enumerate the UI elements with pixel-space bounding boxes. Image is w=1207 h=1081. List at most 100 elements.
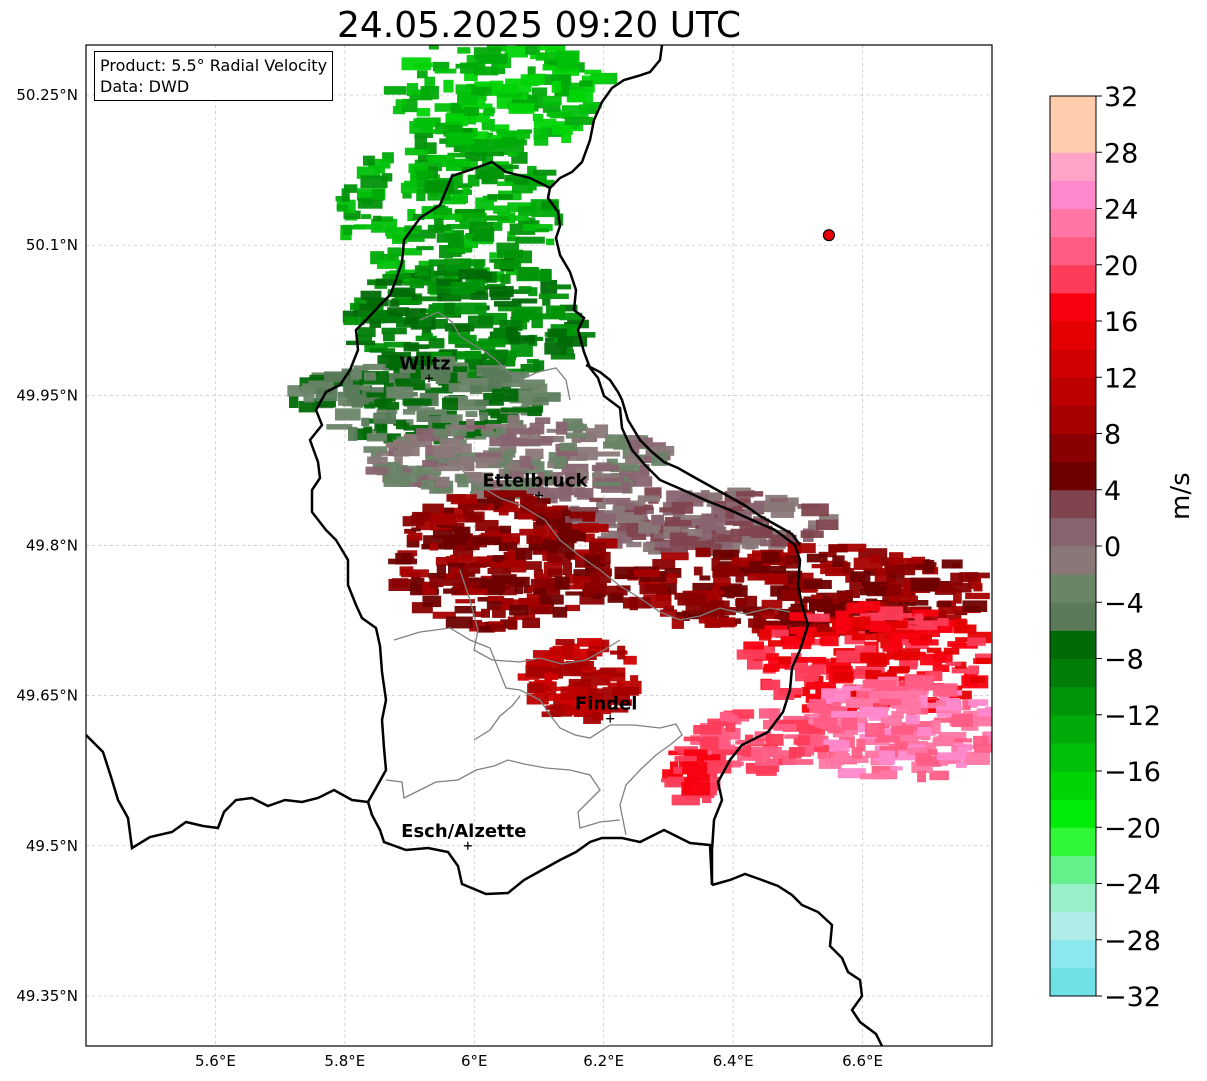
echo-cell [564,472,588,484]
echo-cell [930,720,941,735]
echo-cell [892,686,910,693]
echo-cell [965,592,990,600]
echo-cell [801,503,829,517]
echo-cell [392,235,408,244]
echo-cell [547,568,563,577]
echo-cell [531,209,561,218]
echo-cell [680,494,709,503]
echo-cell [758,708,778,719]
echo-cell [932,683,958,697]
echo-cell [797,745,815,756]
echo-cell [953,589,962,604]
echo-cell [515,236,545,244]
echo-cell [968,699,989,706]
echo-cell [858,548,888,559]
echo-cell [698,615,711,624]
echo-cell [592,473,620,478]
echo-cell [534,577,564,586]
echo-cell [402,398,432,406]
echo-cell [475,166,505,180]
echo-cell [506,358,516,366]
echo-cell [761,599,783,609]
echo-cell [500,274,511,284]
echo-cell [458,302,487,315]
echo-cell [336,204,349,212]
echo-cell [594,424,609,439]
echo-cell [859,612,885,622]
echo-cell [807,703,825,709]
echo-cell [845,698,873,709]
echo-cell [511,298,538,304]
echo-cell [789,747,805,756]
colorbar-swatch [1050,855,1096,884]
echo-cell [475,151,504,157]
echo-cell [549,529,561,541]
echo-cell [788,543,816,554]
echo-cell [497,181,514,186]
echo-cell [545,305,566,318]
echo-cell [428,156,446,163]
echo-cell [596,674,611,679]
echo-cell [483,490,509,498]
echo-cell [758,620,780,627]
echo-cell [567,92,586,103]
echo-cell [951,713,973,728]
echo-cell [543,470,553,485]
echo-cell [927,748,938,755]
echo-cell [516,267,540,282]
echo-cell [873,599,903,611]
echo-cell [520,74,545,85]
echo-cell [525,479,554,486]
echo-cell [691,519,716,524]
echo-cell [571,648,596,656]
echo-cell [844,755,869,763]
echo-cell [475,290,486,296]
echo-cell [518,483,539,489]
echo-cell [428,259,448,267]
echo-cell [835,610,849,622]
echo-cell [499,525,512,537]
echo-cell [406,83,419,97]
echo-cell [674,756,702,762]
echo-cell [448,383,471,393]
colorbar-swatch [1050,433,1096,463]
echo-cell [533,127,549,140]
colorbar-tick-label: −4 [1104,588,1144,619]
echo-cell [797,735,811,746]
echo-cell [633,510,643,515]
colorbar-swatch [1050,489,1096,519]
echo-cell [910,747,929,753]
echo-cell [408,163,428,174]
echo-cell [889,666,910,673]
city-marker [535,491,543,500]
echo-cell [533,521,544,536]
echo-cell [661,778,683,783]
echo-cell [712,721,731,727]
echo-cell [747,553,775,565]
echo-cell [464,72,478,82]
echo-cell [401,57,431,71]
echo-cell [531,315,543,329]
echo-cell [880,770,897,779]
colorbar-swatch [1050,124,1096,153]
echo-cell [681,781,711,796]
echo-cell [476,458,504,463]
echo-cell [477,367,487,374]
echo-cell [407,532,423,541]
echo-cell [403,319,419,325]
echo-cell [525,658,544,667]
echo-cell [394,293,423,305]
echo-cell [414,296,442,302]
echo-cell [542,293,551,306]
echo-cell [446,375,465,385]
echo-cell [493,205,511,214]
echo-cell [891,725,914,735]
echo-cell [299,386,311,393]
echo-cell [593,468,603,475]
echo-cell [383,433,401,444]
echo-cell [420,366,451,380]
echo-cell [576,426,589,431]
echo-cell [392,449,410,457]
echo-cell [367,456,388,464]
echo-cell [356,188,386,200]
